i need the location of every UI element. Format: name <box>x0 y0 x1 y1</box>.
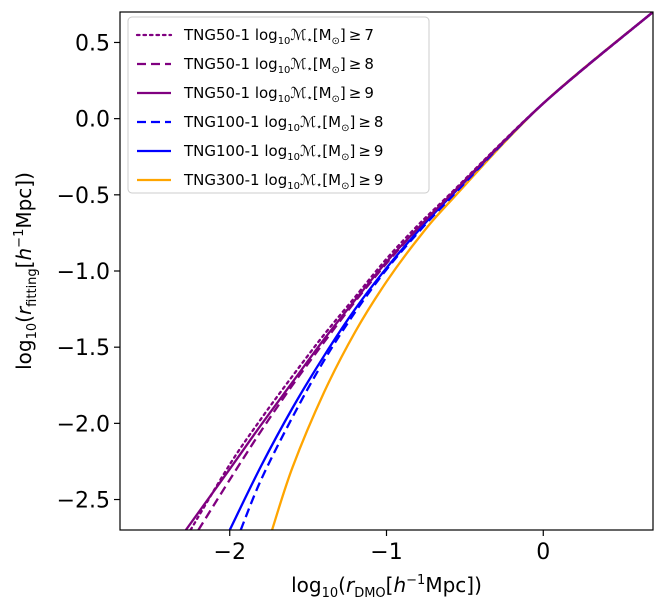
x-tick-label: −2 <box>214 540 246 565</box>
x-axis-label: log10(rDMO[h−1Mpc]) <box>291 573 482 601</box>
legend-label: TNG100-1 log10ℳ⋆[M⊙] ≥ 9 <box>183 142 383 163</box>
y-tick-label: −1.0 <box>57 260 110 285</box>
series-line-2 <box>197 12 653 530</box>
y-tick-label: −2.0 <box>57 412 110 437</box>
x-tick-label: 0 <box>536 540 550 565</box>
legend-label: TNG300-1 log10ℳ⋆[M⊙] ≥ 9 <box>183 171 383 192</box>
y-tick-label: −1.5 <box>57 336 110 361</box>
y-tick-label: 0.5 <box>75 31 110 56</box>
legend-label: TNG50-1 log10ℳ⋆[M⊙] ≥ 7 <box>183 26 374 47</box>
legend-label: TNG50-1 log10ℳ⋆[M⊙] ≥ 8 <box>183 55 374 76</box>
y-tick-label: 0.0 <box>75 108 110 133</box>
series-lines <box>184 12 653 530</box>
legend-box <box>127 16 430 194</box>
legend: TNG50-1 log10ℳ⋆[M⊙] ≥ 7 TNG50-1 log10ℳ⋆[M… <box>127 16 430 194</box>
axis-ticks: −2 −1 0 −2.5 −2.0 −1.5 −1.0 −0.5 0.0 0.5 <box>57 31 551 565</box>
series-line-1 <box>189 12 653 530</box>
y-tick-label: −0.5 <box>57 184 110 209</box>
legend-label: TNG50-1 log10ℳ⋆[M⊙] ≥ 9 <box>183 84 374 105</box>
y-axis-label: log10(rfitting[h−1Mpc]) <box>12 172 40 370</box>
y-tick-label: −2.5 <box>57 489 110 514</box>
x-tick-label: −1 <box>370 540 402 565</box>
legend-label: TNG100-1 log10ℳ⋆[M⊙] ≥ 8 <box>183 113 383 134</box>
